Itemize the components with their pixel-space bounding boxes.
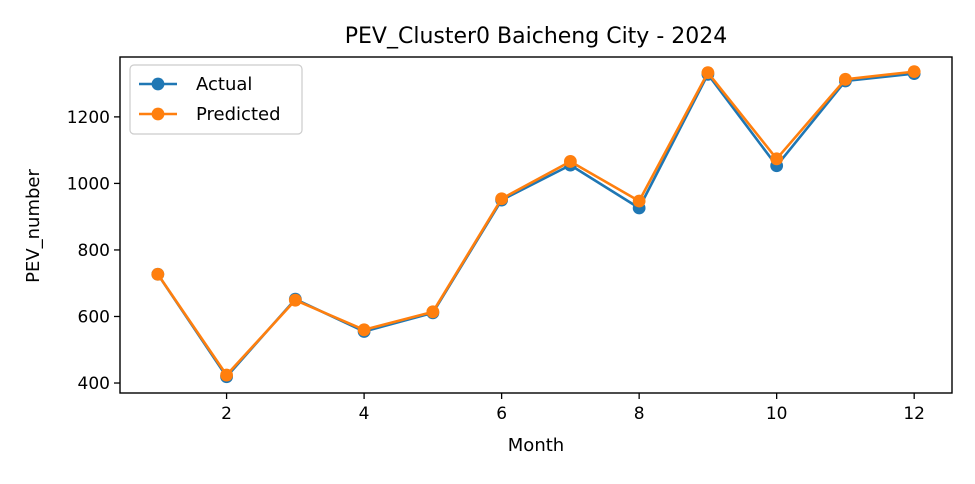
x-tick-label: 4 — [359, 404, 370, 424]
y-tick-label: 600 — [78, 307, 110, 327]
y-axis-label: PEV_number — [23, 169, 44, 283]
data-point-predicted-7 — [563, 155, 577, 168]
data-point-predicted-10 — [770, 152, 784, 166]
y-tick-label: 1200 — [67, 108, 110, 128]
x-axis-label: Month — [508, 435, 564, 456]
x-tick-label: 12 — [903, 404, 925, 424]
data-point-predicted-8 — [632, 194, 646, 208]
data-point-predicted-3 — [288, 293, 302, 307]
y-tick-label: 1000 — [67, 174, 110, 194]
data-point-predicted-4 — [357, 323, 371, 337]
x-tick-label: 10 — [766, 404, 788, 424]
data-point-predicted-11 — [839, 72, 852, 86]
x-tick-label: 2 — [221, 404, 232, 424]
y-tick-label: 400 — [78, 374, 110, 394]
axes-frame — [119, 56, 953, 394]
data-point-predicted-5 — [426, 305, 440, 319]
legend-label-predicted: Predicted — [196, 104, 281, 125]
legend-label-actual: Actual — [196, 74, 252, 95]
y-tick-label: 800 — [78, 241, 110, 261]
data-point-predicted-2 — [220, 368, 233, 382]
data-point-predicted-1 — [151, 267, 165, 281]
x-tick-label: 6 — [496, 404, 507, 424]
chart-title: PEV_Cluster0 Baicheng City - 2024 — [345, 24, 728, 49]
legend: Actual Predicted — [129, 64, 303, 135]
legend-marker-predicted — [151, 107, 165, 121]
data-point-predicted-9 — [701, 66, 715, 80]
series-line-predicted — [156, 70, 916, 377]
data-point-predicted-12 — [907, 65, 921, 79]
legend-marker-actual — [151, 77, 165, 91]
legend-box — [129, 64, 303, 135]
plot-area: 2 4 6 8 10 12 400 600 800 1000 1200 — [67, 56, 953, 424]
x-tick-label: 8 — [634, 404, 645, 424]
data-point-predicted-6 — [495, 192, 509, 206]
